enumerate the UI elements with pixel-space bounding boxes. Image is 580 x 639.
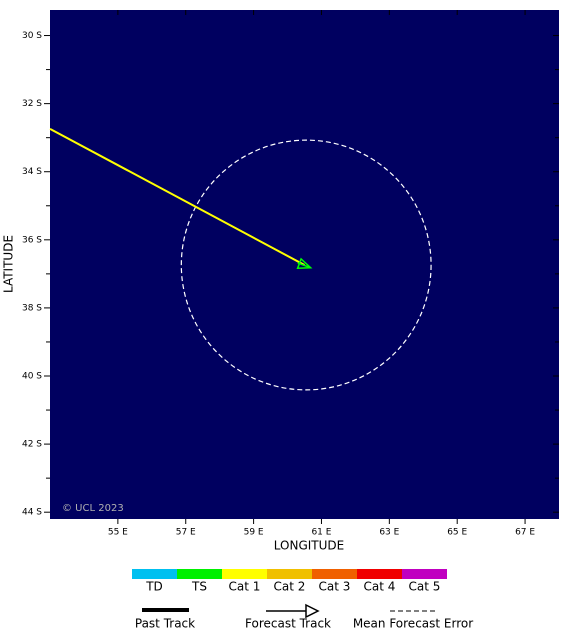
intensity-swatch [132, 569, 177, 579]
past-track [49, 127, 305, 266]
forecast-error-circle [180, 139, 432, 391]
x-axis-label: LONGITUDE [274, 539, 344, 553]
intensity-label: Cat 3 [319, 580, 351, 594]
intensity-label: TS [191, 580, 207, 594]
y-tick-label: 30 S [22, 31, 42, 41]
intensity-swatch [312, 569, 357, 579]
intensity-label: TD [145, 580, 163, 594]
track-legend-label: Mean Forecast Error [353, 617, 473, 631]
track-legend-label: Forecast Track [245, 617, 331, 631]
y-tick-label: 36 S [22, 235, 42, 245]
y-tick-label: 40 S [22, 372, 42, 382]
y-tick-label: 34 S [22, 167, 42, 177]
y-tick-label: 44 S [22, 508, 42, 518]
x-tick-label: 59 E [244, 528, 264, 538]
intensity-swatch [357, 569, 402, 579]
x-tick-label: 57 E [176, 528, 196, 538]
intensity-label: Cat 2 [274, 580, 306, 594]
y-tick-label: 42 S [22, 440, 42, 450]
x-tick-label: 55 E [108, 528, 128, 538]
intensity-label: Cat 1 [229, 580, 261, 594]
y-axis-label: LATITUDE [2, 235, 16, 293]
track-legend-label: Past Track [135, 617, 195, 631]
intensity-swatch [402, 569, 447, 579]
y-tick-label: 38 S [22, 303, 42, 313]
intensity-swatch [222, 569, 267, 579]
copyright: © UCL 2023 [62, 503, 124, 514]
intensity-swatch [267, 569, 312, 579]
x-tick-label: 65 E [447, 528, 467, 538]
x-tick-label: 67 E [515, 528, 535, 538]
intensity-label: Cat 5 [409, 580, 441, 594]
forecast-arrow-swatch [305, 603, 320, 619]
x-tick-label: 63 E [379, 528, 399, 538]
forecast-track [297, 262, 311, 269]
intensity-label: Cat 4 [364, 580, 396, 594]
x-tick-label: 61 E [311, 528, 331, 538]
intensity-swatch [177, 569, 222, 579]
y-tick-label: 32 S [22, 99, 42, 109]
